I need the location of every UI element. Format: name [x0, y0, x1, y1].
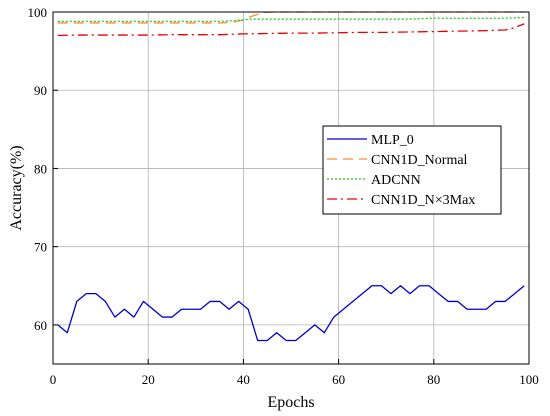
x-tick-label: 80	[427, 372, 440, 387]
y-tick-label: 80	[34, 161, 47, 176]
y-tick-label: 90	[34, 83, 47, 98]
legend-label-2: ADCNN	[371, 173, 421, 188]
ticks-layer: 0 20 40 60 80 100 60 70 80 90 100	[28, 5, 539, 387]
x-axis-title: Epochs	[267, 394, 314, 411]
y-axis-title: Accuracy(%)	[8, 145, 25, 230]
legend-label-0: MLP_0	[371, 133, 414, 148]
y-tick-label: 70	[34, 240, 47, 255]
x-tick-label: 0	[50, 372, 57, 387]
legend: MLP_0 CNN1D_Normal ADCNN CNN1D_N×3Max	[322, 125, 502, 215]
legend-label-1: CNN1D_Normal	[371, 153, 468, 168]
x-tick-label: 60	[332, 372, 345, 387]
x-tick-label: 100	[519, 372, 539, 387]
y-tick-label: 60	[34, 318, 47, 333]
series-line-0	[57, 285, 525, 342]
x-tick-label: 40	[237, 372, 250, 387]
series-line-2	[57, 16, 525, 23]
legend-label-3: CNN1D_N×3Max	[371, 193, 475, 208]
series-line-3	[57, 23, 525, 37]
x-tick-label: 20	[142, 372, 155, 387]
grid-layer	[53, 12, 529, 364]
plot-area-frame	[52, 11, 530, 365]
y-tick-label: 100	[28, 5, 48, 20]
